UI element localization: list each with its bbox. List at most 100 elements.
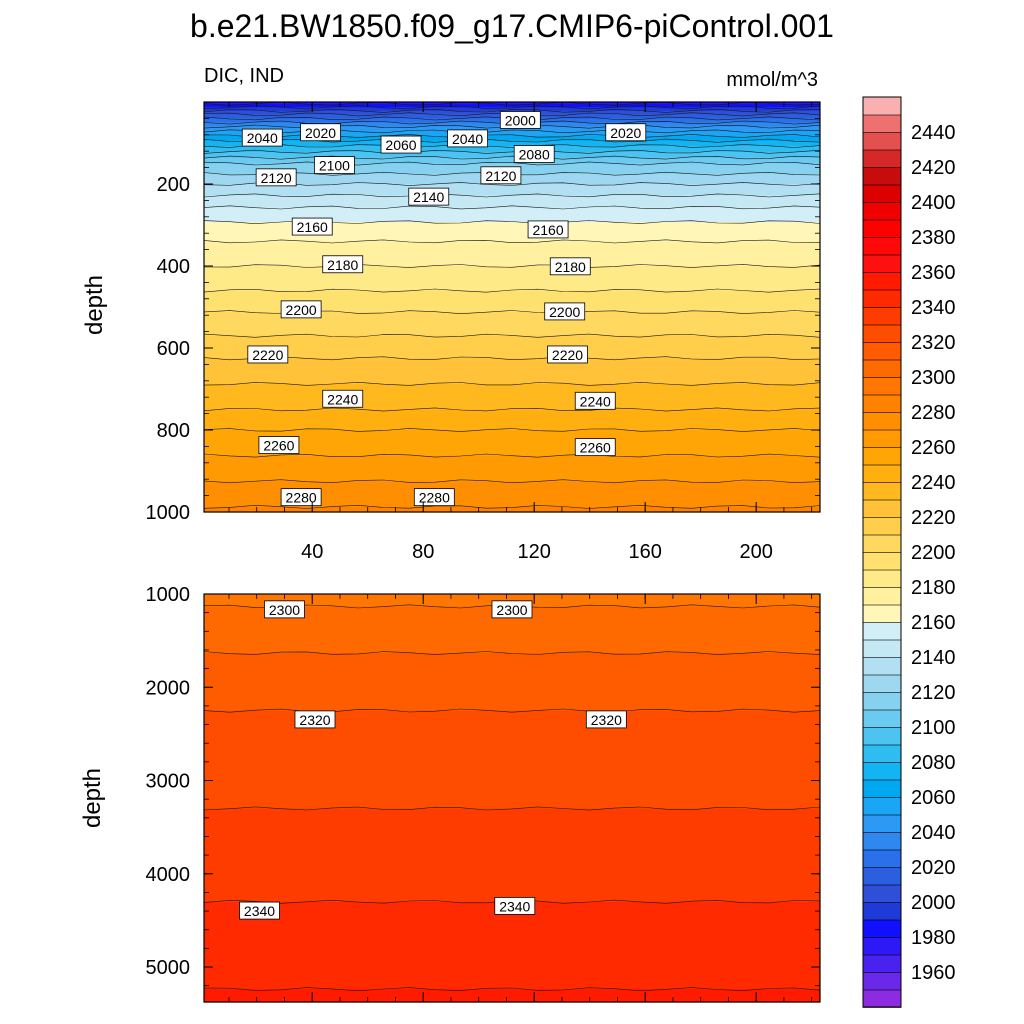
contour-band (204, 290, 820, 313)
contour-label-text: 2060 (385, 137, 416, 153)
colorbar-label: 2180 (911, 577, 956, 599)
colorbar-box (862, 96, 902, 116)
contour-label: 2320 (585, 710, 627, 729)
colorbar-label: 2300 (911, 367, 956, 389)
contour-band (204, 989, 820, 1003)
colorbar-label: 2240 (911, 472, 956, 494)
contour-band (204, 901, 820, 990)
contour-band (204, 430, 820, 457)
contour-label: 2160 (291, 217, 333, 236)
figure-title: b.e21.BW1850.f09_g17.CMIP6-piControl.001 (190, 8, 834, 44)
contour-band (204, 808, 820, 903)
contour-label: 2340 (494, 897, 536, 915)
colorbar-box (862, 341, 902, 361)
upper-axis-ticks: 200 400 600 800 1000 40 80 120 160 200 (146, 101, 820, 563)
contour-band (204, 102, 820, 105)
colorbar-label: 1980 (911, 927, 956, 949)
colorbar-box (862, 639, 902, 658)
contour-label-text: 2220 (552, 347, 583, 363)
colorbar-box (862, 324, 902, 343)
y-tick-label: 600 (157, 338, 190, 360)
contour-label: 2140 (408, 187, 450, 206)
colorbar-box (862, 149, 902, 168)
contour-band (204, 653, 820, 712)
colorbar-box (862, 236, 902, 256)
contour-label-text: 2260 (263, 438, 294, 454)
colorbar-box (862, 831, 902, 851)
contour-label-text: 2320 (591, 712, 622, 728)
y-tick-label: 5000 (146, 957, 191, 979)
colorbar-box (862, 306, 902, 326)
contour-label: 2020 (300, 123, 341, 142)
contour-label: 2300 (264, 600, 305, 619)
contour-label-text: 2240 (580, 393, 611, 409)
contour-label-text: 2020 (305, 125, 336, 141)
colorbar-box (862, 481, 902, 501)
contour-label-text: 2020 (610, 125, 641, 141)
contour-band (204, 335, 820, 359)
upper-y-axis-title: depth (81, 275, 108, 335)
contour-line (203, 161, 821, 166)
contour-label: 2160 (527, 220, 569, 239)
contour-line (203, 239, 821, 244)
colorbar-box (862, 534, 902, 553)
contour-label-text: 2180 (555, 259, 586, 275)
contour-label: 2060 (380, 135, 422, 154)
contour-label: 2240 (322, 389, 364, 408)
colorbar-label: 2040 (911, 822, 956, 844)
colorbar-box (862, 726, 902, 746)
contour-label-text: 2040 (247, 130, 278, 146)
contour-band (204, 145, 820, 153)
y-tick-label: 800 (157, 420, 190, 442)
contour-line (203, 149, 821, 154)
colorbar-boxes (862, 96, 902, 1008)
contour-label: 2260 (574, 438, 616, 457)
colorbar-label: 2160 (911, 612, 956, 634)
contour-label: 2320 (294, 710, 336, 729)
colorbar-label: 2380 (911, 227, 956, 249)
contour-label: 2200 (280, 300, 322, 319)
colorbar-label: 2220 (911, 507, 956, 529)
contour-line (203, 264, 821, 268)
x-tick-label: 160 (629, 541, 662, 563)
contour-band (204, 195, 820, 209)
y-tick-label: 2000 (146, 677, 191, 699)
upper-plot-frame (203, 101, 821, 513)
contour-label-text: 2280 (286, 490, 317, 506)
contour-band (204, 241, 820, 267)
contour-line (203, 333, 821, 338)
contour-line (203, 288, 821, 293)
colorbar-box (862, 569, 902, 588)
lower-plot-frame (203, 593, 821, 1003)
contour-line (203, 108, 821, 113)
contour-line (203, 453, 821, 458)
contour-band (204, 383, 820, 411)
contour-label: 2040 (447, 129, 489, 148)
contour-label-text: 2120 (485, 168, 516, 184)
colorbar-box (862, 744, 902, 763)
colorbar-box (862, 131, 902, 151)
colorbar-box (862, 971, 902, 991)
contour-label: 2040 (241, 128, 283, 147)
contour-label: 2240 (574, 391, 616, 410)
colorbar-label: 2420 (911, 157, 956, 179)
colorbar-box (862, 779, 902, 798)
colorbar-box (862, 586, 902, 606)
colorbar-box (862, 429, 902, 448)
colorbar-box (862, 884, 902, 903)
contour-label-text: 2140 (413, 189, 444, 205)
colorbar-box (862, 866, 902, 886)
units-label: mmol/m^3 (726, 69, 818, 91)
colorbar-label: 2400 (911, 192, 956, 214)
colorbar-label: 2200 (911, 542, 956, 564)
colorbar-box (862, 219, 902, 238)
colorbar-box (862, 674, 902, 693)
contour-label-text: 2160 (532, 222, 563, 238)
y-tick-label: 1000 (146, 584, 191, 606)
contour-label-text: 2340 (244, 903, 275, 919)
colorbar: 2440 2420 2400 2380 2360 2340 2320 2300 2280 2260… (862, 96, 956, 1008)
colorbar-box (862, 201, 902, 221)
colorbar-box (862, 166, 902, 186)
colorbar-box (862, 709, 902, 728)
colorbar-box (862, 814, 902, 833)
